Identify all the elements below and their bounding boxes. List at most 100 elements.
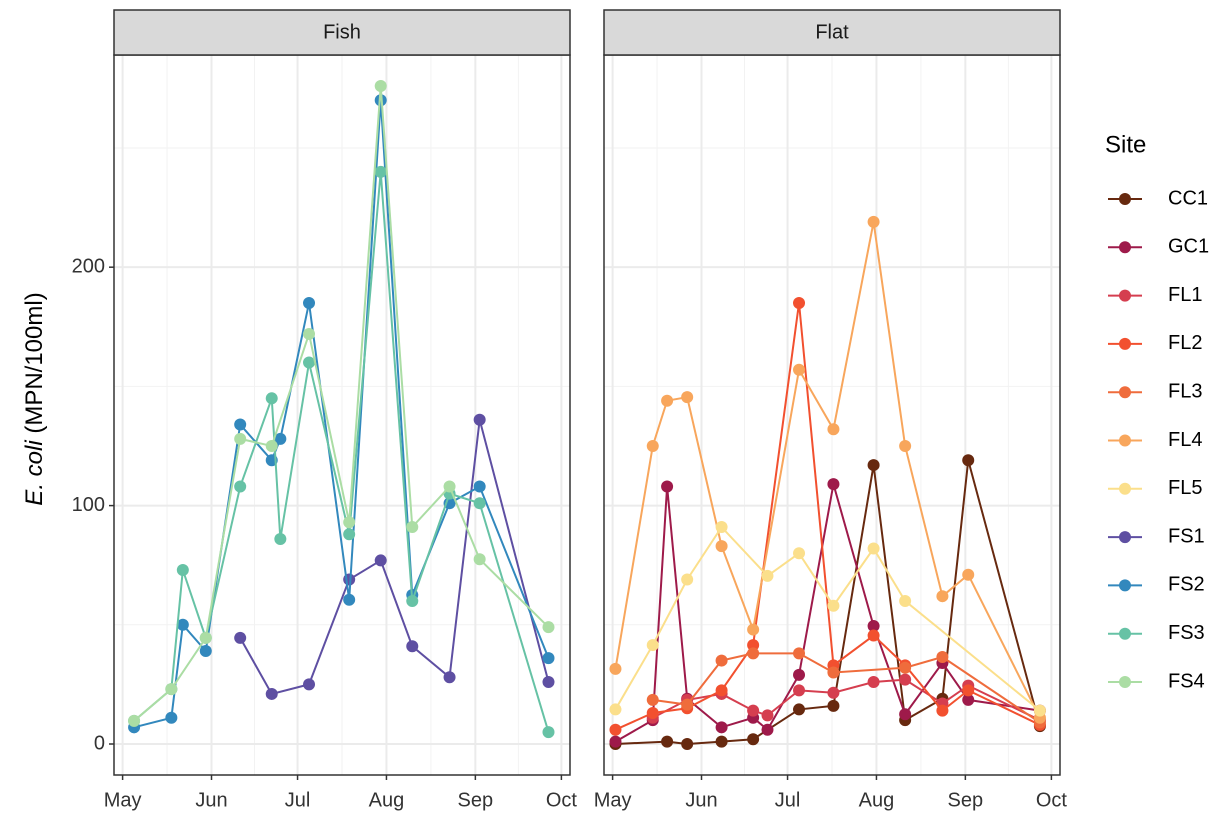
data-point: [867, 215, 880, 228]
data-point: [265, 687, 278, 700]
legend-label: FL1: [1168, 284, 1202, 306]
data-point: [715, 735, 728, 748]
data-point: [234, 480, 247, 493]
x-tick-label: Jun: [195, 789, 227, 811]
y-axis-label: E. coli (MPN/100ml): [21, 292, 48, 505]
legend-key-point: [1119, 434, 1131, 447]
data-point: [962, 684, 975, 697]
data-point: [715, 521, 728, 534]
data-point: [646, 439, 659, 452]
data-point: [793, 703, 806, 716]
data-point: [128, 714, 141, 727]
data-point: [747, 639, 760, 652]
data-point: [303, 296, 316, 309]
data-point: [793, 363, 806, 376]
data-point: [165, 711, 178, 724]
data-point: [793, 296, 806, 309]
data-point: [936, 704, 949, 717]
facet-strip: [603, 9, 1061, 56]
series-line: [614, 525, 1041, 712]
legend-label: FL4: [1168, 429, 1202, 451]
data-point: [234, 418, 247, 431]
data-point: [962, 693, 975, 706]
data-point: [747, 733, 760, 746]
x-tick-label: Oct: [546, 789, 578, 811]
data-point: [761, 709, 774, 722]
legend-key-point: [1119, 386, 1131, 399]
data-point: [542, 652, 555, 665]
data-point: [827, 423, 840, 436]
y-tick-label: 200: [72, 255, 105, 277]
legend-label: FS2: [1168, 574, 1205, 596]
facet-title: Flat: [815, 21, 849, 43]
data-point: [303, 678, 316, 691]
data-point: [473, 480, 486, 493]
data-point: [609, 662, 622, 675]
data-point: [899, 594, 912, 607]
data-point: [827, 686, 840, 699]
data-point: [609, 703, 622, 716]
data-point: [747, 623, 760, 636]
x-tick-label: Sep: [948, 789, 984, 811]
data-point: [899, 439, 912, 452]
legend-label: FS3: [1168, 622, 1205, 644]
data-point: [681, 738, 694, 751]
x-tick-label: May: [104, 789, 142, 811]
data-point: [234, 432, 247, 445]
data-point: [199, 645, 212, 658]
data-point: [681, 573, 694, 586]
data-point: [265, 392, 278, 405]
data-point: [962, 454, 975, 467]
data-point: [761, 723, 774, 736]
data-point: [867, 619, 880, 632]
legend-label: FL3: [1168, 380, 1202, 402]
data-point: [761, 569, 774, 582]
data-point: [406, 640, 419, 653]
data-point: [176, 618, 189, 631]
data-point: [661, 480, 674, 493]
data-point: [609, 735, 622, 748]
data-point: [827, 599, 840, 612]
data-point: [473, 497, 486, 510]
x-tick-label: Jul: [285, 789, 311, 811]
data-point: [165, 683, 178, 696]
legend-label: FL2: [1168, 332, 1202, 354]
legend-key-point: [1119, 337, 1131, 350]
data-point: [962, 568, 975, 581]
data-point: [646, 707, 659, 720]
legend-label: FL5: [1168, 477, 1202, 499]
data-point: [199, 631, 212, 644]
data-point: [343, 516, 356, 529]
legend-label: FS4: [1168, 670, 1205, 692]
data-point: [936, 650, 949, 663]
data-point: [899, 673, 912, 686]
data-point: [899, 661, 912, 674]
legend-key-point: [1119, 579, 1131, 592]
legend-key-point: [1119, 627, 1131, 640]
data-point: [542, 676, 555, 689]
data-point: [747, 704, 760, 717]
data-point: [661, 735, 674, 748]
data-point: [343, 528, 356, 541]
legend-title: Site: [1105, 131, 1146, 158]
legend-key-point: [1119, 241, 1131, 254]
data-point: [1033, 704, 1046, 717]
legend-key-point: [1119, 676, 1131, 688]
data-point: [867, 459, 880, 472]
data-point: [715, 684, 728, 697]
data-point: [867, 542, 880, 555]
legend-label: GC1: [1168, 236, 1209, 258]
data-point: [473, 553, 486, 566]
data-point: [827, 699, 840, 712]
x-tick-label: May: [594, 789, 632, 811]
legend-key-point: [1119, 531, 1131, 544]
legend-key-point: [1119, 482, 1131, 495]
data-point: [793, 684, 806, 697]
series-line: [133, 171, 550, 733]
data-point: [715, 721, 728, 734]
data-point: [747, 647, 760, 660]
data-point: [176, 563, 189, 576]
data-point: [867, 676, 880, 689]
